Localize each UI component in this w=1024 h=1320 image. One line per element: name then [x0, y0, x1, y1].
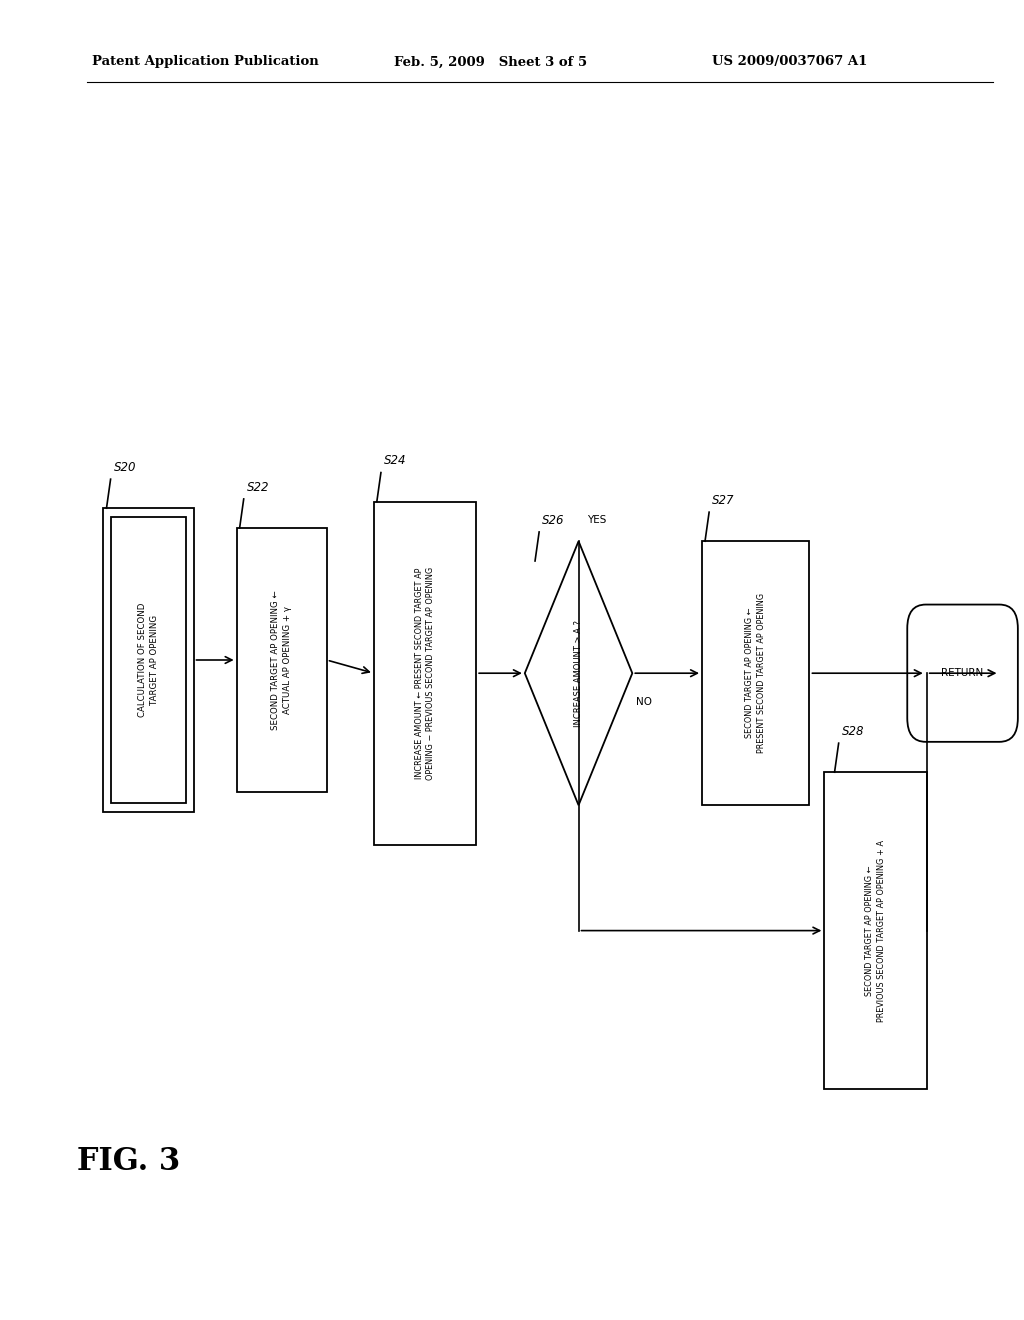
Text: S28: S28: [842, 725, 864, 738]
FancyBboxPatch shape: [103, 508, 194, 812]
Text: CALCULATION OF SECOND
TARGET AP OPENING: CALCULATION OF SECOND TARGET AP OPENING: [138, 603, 159, 717]
Text: S26: S26: [543, 513, 564, 527]
Text: S22: S22: [247, 480, 269, 494]
Text: RETURN: RETURN: [941, 668, 984, 678]
Text: S20: S20: [114, 461, 136, 474]
Text: YES: YES: [587, 515, 606, 525]
Text: FIG. 3: FIG. 3: [77, 1147, 180, 1177]
FancyBboxPatch shape: [374, 502, 476, 845]
Text: SECOND TARGET AP OPENING ←
PRESENT SECOND TARGET AP OPENING: SECOND TARGET AP OPENING ← PRESENT SECON…: [745, 593, 766, 754]
Text: SECOND TARGET AP OPENING ←
PREVIOUS SECOND TARGET AP OPENING + A: SECOND TARGET AP OPENING ← PREVIOUS SECO…: [865, 840, 886, 1022]
Text: Patent Application Publication: Patent Application Publication: [92, 55, 318, 69]
FancyBboxPatch shape: [111, 517, 186, 803]
Text: NO: NO: [636, 697, 652, 708]
Text: US 2009/0037067 A1: US 2009/0037067 A1: [712, 55, 867, 69]
Polygon shape: [524, 541, 632, 805]
FancyBboxPatch shape: [237, 528, 327, 792]
Text: S27: S27: [713, 494, 734, 507]
FancyBboxPatch shape: [907, 605, 1018, 742]
Text: INCREASE AMOUNT ← PRESENT SECOND TARGET AP
OPENING − PREVIOUS SECOND TARGET AP O: INCREASE AMOUNT ← PRESENT SECOND TARGET …: [415, 566, 435, 780]
Text: S24: S24: [384, 454, 407, 467]
FancyBboxPatch shape: [824, 772, 927, 1089]
Text: Feb. 5, 2009   Sheet 3 of 5: Feb. 5, 2009 Sheet 3 of 5: [394, 55, 588, 69]
Text: SECOND TARGET AP OPENING ←
ACTUAL AP OPENING + γ: SECOND TARGET AP OPENING ← ACTUAL AP OPE…: [271, 590, 292, 730]
FancyBboxPatch shape: [702, 541, 809, 805]
Text: INCREASE AMOUNT > A ?: INCREASE AMOUNT > A ?: [574, 619, 583, 727]
